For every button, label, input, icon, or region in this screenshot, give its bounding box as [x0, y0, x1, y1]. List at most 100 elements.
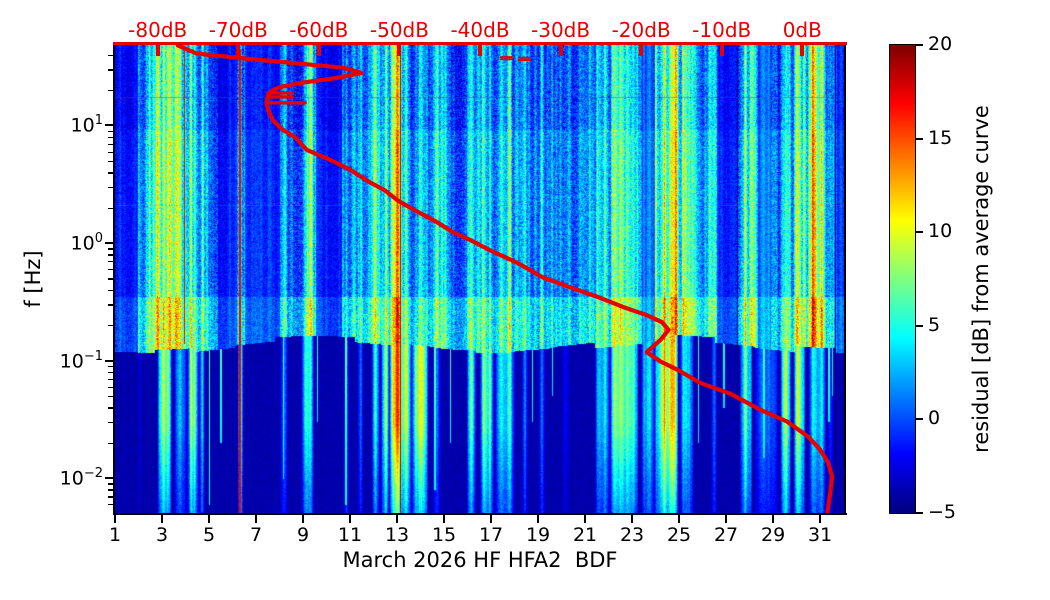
y-minor-tick [108, 371, 114, 374]
x-tick [396, 515, 399, 523]
x-tick [537, 515, 540, 523]
y-tick-label: 10−2 [59, 466, 103, 490]
top-axis-tick [236, 45, 241, 56]
y-tick [105, 359, 114, 362]
top-axis-tick-label: -30dB [531, 18, 591, 42]
colorbar-tick-label: −5 [928, 501, 957, 523]
x-tick-label: 29 [760, 524, 786, 546]
y-minor-tick [108, 442, 114, 444]
top-axis-tick [558, 45, 563, 56]
x-tick [255, 515, 258, 523]
top-axis-tick [397, 45, 402, 56]
y-minor-tick [108, 130, 114, 133]
colorbar-tick [916, 324, 923, 327]
y-tick [105, 477, 114, 480]
y-minor-tick [108, 504, 114, 506]
x-tick [490, 515, 493, 523]
y-minor-tick [108, 143, 114, 145]
x-tick [161, 515, 163, 523]
y-minor-tick [108, 378, 114, 380]
colorbar-tick-label: 10 [928, 220, 953, 243]
y-minor-tick [108, 269, 114, 271]
x-tick-label: 5 [202, 524, 216, 546]
y-minor-tick [108, 254, 114, 256]
x-tick-label: 9 [296, 524, 310, 546]
y-minor-tick [108, 261, 114, 263]
x-tick-label: 17 [478, 524, 504, 546]
bottom-spine [113, 513, 847, 515]
y-minor-tick [108, 365, 114, 368]
y-minor-tick [108, 160, 114, 163]
top-axis-tick-label: -80dB [128, 18, 188, 42]
y-tick [105, 241, 114, 244]
x-tick-label: 15 [431, 524, 457, 546]
x-tick-label: 21 [572, 524, 598, 546]
y-minor-tick [108, 278, 114, 280]
top-axis-tick-label: -70dB [208, 18, 268, 42]
y-minor-tick [108, 186, 114, 189]
top-axis-tick-label: -10dB [692, 18, 752, 42]
y-minor-tick [108, 69, 114, 71]
y-tick-label: 100 [70, 230, 103, 255]
top-spine-red [113, 42, 847, 45]
top-axis-tick [316, 45, 321, 56]
colorbar-gradient [890, 45, 915, 513]
colorbar-tick-label: 5 [928, 313, 941, 336]
y-minor-tick [108, 136, 114, 139]
top-axis-tick [800, 45, 805, 56]
y-minor-tick [108, 421, 114, 424]
colorbar-border [889, 44, 916, 514]
top-axis-tick [155, 45, 160, 56]
x-tick [819, 515, 822, 523]
x-tick [114, 515, 116, 523]
left-spine [113, 45, 115, 515]
y-minor-tick [108, 151, 114, 153]
x-tick-label: 13 [384, 524, 410, 546]
top-axis-tick-label: 0dB [782, 18, 822, 42]
top-axis-tick [719, 45, 724, 56]
colorbar-tick-label: 15 [928, 126, 953, 149]
x-tick [678, 515, 681, 523]
y-minor-tick [108, 496, 114, 498]
y-minor-tick [108, 172, 114, 174]
y-minor-tick [108, 289, 114, 292]
x-tick-label: 27 [713, 524, 739, 546]
x-tick-label: 11 [337, 524, 363, 546]
x-tick-label: 1 [108, 524, 122, 546]
x-tick [349, 515, 352, 523]
colorbar-tick [916, 418, 923, 421]
y-minor-tick [108, 483, 114, 485]
y-minor-tick [108, 248, 114, 250]
spectrogram-heatmap [115, 45, 845, 513]
colorbar-tick [916, 137, 923, 140]
y-minor-tick [108, 489, 114, 491]
x-tick [631, 515, 634, 523]
x-tick-label: 23 [619, 524, 645, 546]
colorbar-label: residual [dB] from average curve [969, 105, 993, 453]
x-tick [725, 515, 728, 523]
right-spine [844, 45, 846, 515]
top-axis-tick [478, 45, 482, 56]
x-tick [302, 515, 305, 523]
colorbar-tick [916, 44, 923, 46]
colorbar-tick [916, 231, 923, 234]
y-minor-tick [108, 386, 114, 388]
colorbar-tick-label: 0 [928, 407, 941, 430]
y-minor-tick [108, 207, 114, 209]
y-tick-label: 101 [70, 113, 103, 137]
y-minor-tick [108, 325, 114, 327]
y-minor-tick [108, 304, 114, 306]
y-tick [105, 124, 114, 127]
x-tick [443, 515, 446, 523]
x-tick-label: 25 [666, 524, 692, 546]
top-axis-tick-label: -50dB [369, 18, 429, 42]
y-tick-label: 10−1 [59, 348, 103, 372]
y-minor-tick [108, 54, 114, 57]
colorbar-tick-label: 20 [928, 33, 953, 55]
x-axis-label: March 2026 HF HFA2 BDF [342, 548, 618, 572]
y-minor-tick [108, 90, 114, 92]
top-axis-tick-label: -20dB [611, 18, 671, 42]
x-tick [208, 515, 210, 523]
top-axis-tick-label: -40dB [450, 18, 510, 42]
